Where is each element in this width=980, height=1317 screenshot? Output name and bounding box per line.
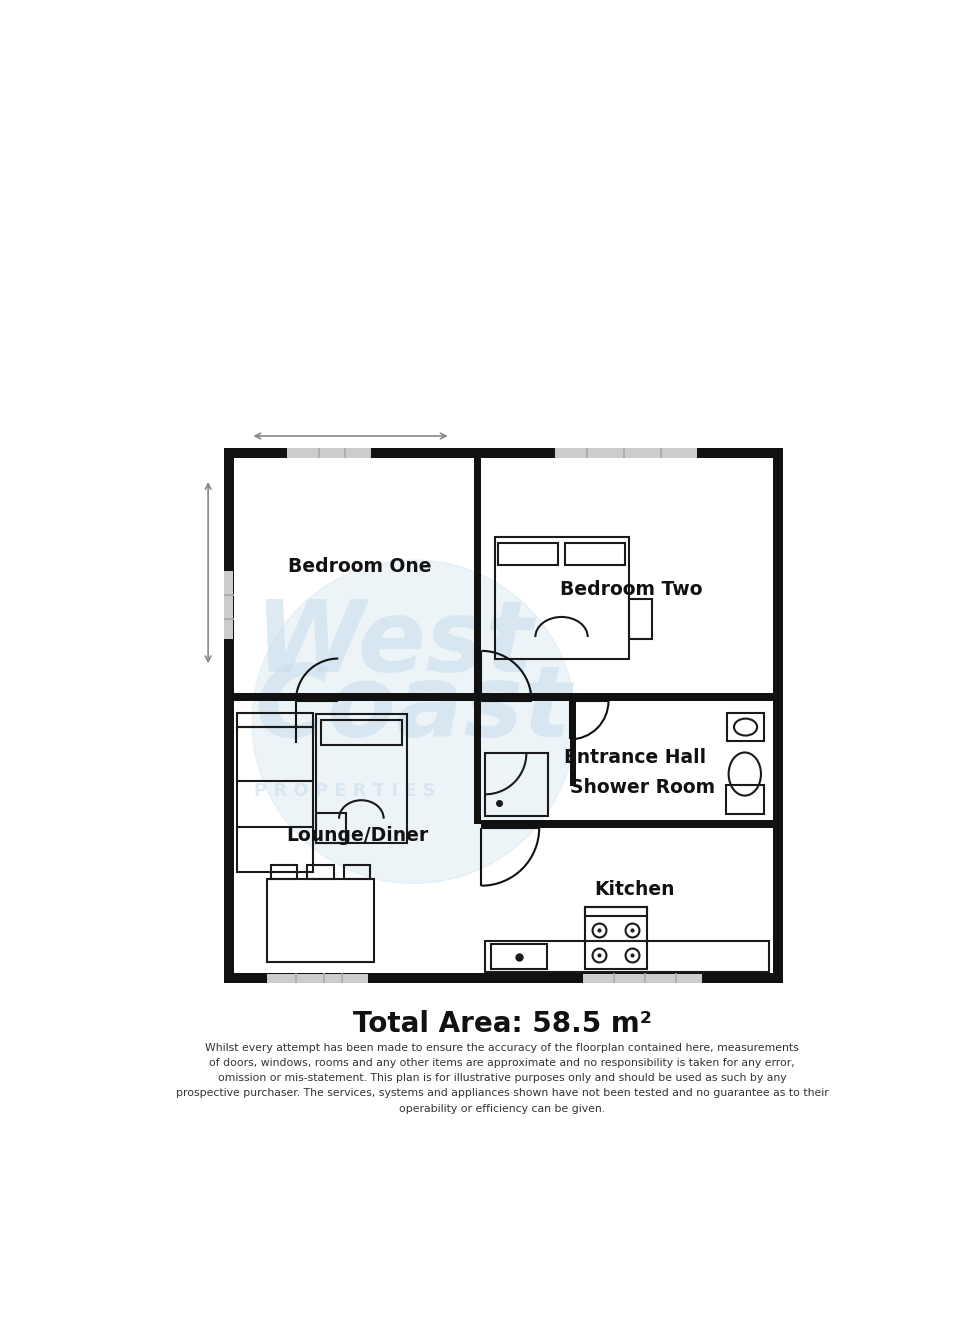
Bar (585, 907, 647, 917)
Bar (316, 714, 407, 843)
Bar (320, 720, 402, 745)
Text: Coast: Coast (255, 661, 571, 759)
Bar (481, 693, 773, 701)
Bar (344, 865, 369, 878)
Text: Kitchen: Kitchen (595, 880, 675, 900)
Text: Shower Room: Shower Room (569, 777, 715, 797)
Text: Total Area: 58.5 m²: Total Area: 58.5 m² (353, 1010, 652, 1038)
Bar (237, 714, 313, 727)
Bar (268, 975, 368, 984)
Bar (223, 448, 233, 984)
Bar (223, 973, 783, 984)
Bar (585, 907, 647, 969)
Bar (485, 753, 549, 817)
Bar (287, 448, 371, 457)
Text: West: West (255, 595, 533, 693)
Bar (570, 701, 576, 785)
Text: Bedroom Two: Bedroom Two (560, 579, 702, 599)
Text: Lounge/Diner: Lounge/Diner (286, 826, 428, 846)
Bar (233, 693, 473, 701)
Bar (492, 944, 547, 969)
Bar (499, 543, 559, 565)
Bar (725, 785, 764, 814)
Bar (564, 543, 624, 565)
Bar (237, 727, 313, 872)
Bar (481, 820, 773, 828)
Text: P R O P E R T I E S: P R O P E R T I E S (255, 782, 436, 801)
Bar (495, 537, 629, 658)
Bar (308, 865, 333, 878)
Bar (727, 714, 764, 741)
Bar (316, 813, 346, 843)
Bar (223, 570, 233, 639)
Text: Bedroom One: Bedroom One (288, 557, 431, 576)
Bar (583, 975, 703, 984)
Bar (773, 448, 783, 984)
Bar (629, 599, 653, 639)
Bar (473, 458, 481, 697)
Bar (473, 697, 481, 824)
Bar (223, 448, 783, 458)
Bar (271, 865, 298, 878)
Text: Entrance Hall: Entrance Hall (564, 748, 706, 766)
Bar (555, 448, 697, 457)
Bar (485, 942, 769, 972)
Text: Whilst every attempt has been made to ensure the accuracy of the floorplan conta: Whilst every attempt has been made to en… (175, 1043, 829, 1114)
Circle shape (252, 560, 575, 884)
Bar (268, 878, 373, 961)
